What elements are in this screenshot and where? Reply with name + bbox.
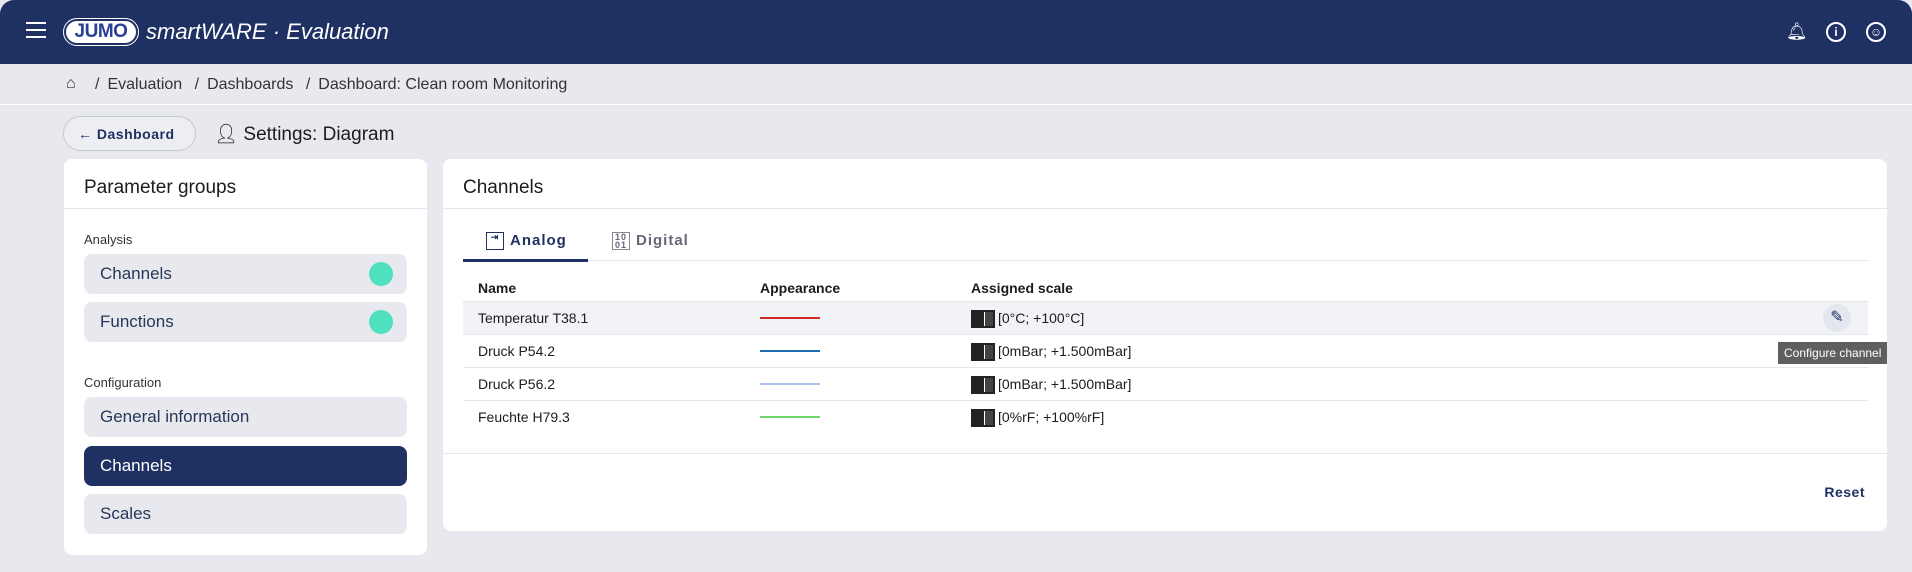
scale-icon (971, 409, 995, 428)
appearance-line (760, 416, 820, 418)
panel-title: Parameter groups (64, 159, 427, 209)
group-config-channels[interactable]: Channels (84, 446, 407, 486)
table-row[interactable]: Feuchte H79.3 [0%rF; +100%rF] (463, 400, 1868, 433)
table-row[interactable]: Druck P54.2 [0mBar; +1.500mBar] (463, 334, 1868, 367)
arrow-left-icon: ← (78, 126, 97, 142)
appearance-line (760, 317, 820, 319)
column-assigned-scale: Assigned scale (971, 280, 1073, 296)
appearance-line (760, 350, 820, 352)
panel-title: Channels (443, 159, 1887, 209)
breadcrumb-dashboards[interactable]: Dashboards (207, 76, 294, 93)
group-analysis-channels[interactable]: Channels (84, 254, 407, 294)
tab-analog[interactable]: ⇥ Analog (486, 232, 567, 251)
back-button[interactable]: ← Dashboard (63, 116, 196, 151)
edit-pencil-icon[interactable]: ✎ (1823, 304, 1851, 332)
user-icon: 👤︎ (214, 124, 244, 145)
app-title: smartWARE · Evaluation (146, 19, 389, 44)
home-icon[interactable]: ⌂ (66, 75, 76, 92)
reset-button[interactable]: Reset (1824, 484, 1865, 500)
scale-icon (971, 376, 995, 395)
breadcrumb-current: Dashboard: Clean room Monitoring (318, 76, 568, 93)
breadcrumb-evaluation[interactable]: Evaluation (107, 76, 183, 93)
menu-icon[interactable] (26, 22, 46, 38)
appearance-line (760, 383, 820, 385)
jumo-logo: JUMO (63, 18, 139, 46)
digital-icon: 10 01 (612, 232, 630, 251)
tooltip: Configure channel (1778, 342, 1888, 364)
parameter-groups-panel: Parameter groups Analysis Channels Funct… (64, 159, 427, 555)
configuration-label: Configuration (84, 375, 162, 390)
group-general-information[interactable]: General information (84, 397, 407, 437)
analysis-label: Analysis (84, 232, 133, 247)
bell-icon[interactable]: 🔔︎ (1786, 22, 1808, 41)
app-header: JUMO smartWARE · Evaluation 🔔︎ i ☺︎ (0, 0, 1912, 64)
scale-icon (971, 310, 995, 329)
status-dot (369, 262, 393, 286)
analog-icon: ⇥ (486, 232, 504, 251)
breadcrumb: ⌂ / Evaluation / Dashboards / Dashboard: Cl… (0, 64, 1912, 105)
column-appearance: Appearance (760, 280, 841, 296)
account-icon[interactable]: ☺︎ (1866, 22, 1886, 42)
table-row[interactable]: Temperatur T38.1 [0°C; +100°C] ✎ (463, 301, 1868, 334)
scale-icon (971, 343, 995, 362)
group-analysis-functions[interactable]: Functions (84, 302, 407, 342)
status-dot (369, 310, 393, 334)
settings-title: 👤︎ Settings: Diagram (214, 124, 395, 145)
column-name: Name (478, 280, 517, 296)
table-row[interactable]: Druck P56.2 [0mBar; +1.500mBar] (463, 367, 1868, 400)
tab-digital[interactable]: 10 01 Digital (612, 232, 689, 251)
group-scales[interactable]: Scales (84, 494, 407, 534)
info-icon[interactable]: i (1826, 22, 1846, 42)
channels-panel: Channels Reset (443, 159, 1887, 531)
